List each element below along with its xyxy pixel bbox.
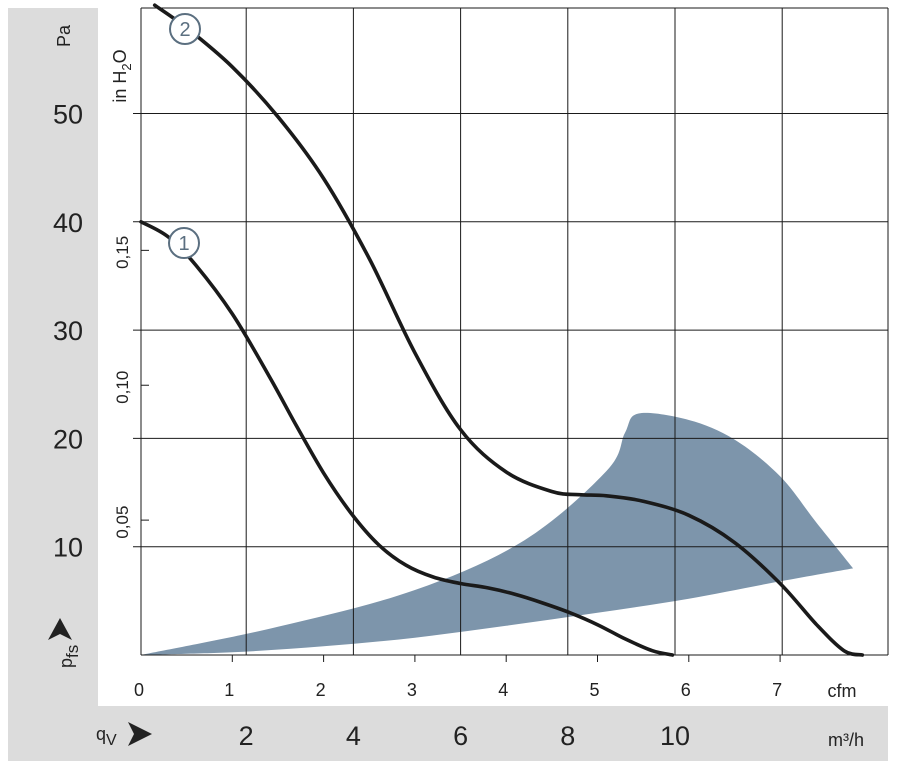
qv-arrow-icon <box>128 722 152 746</box>
curve-1-label: 1 <box>168 227 200 259</box>
inh2o-unit-tail: O <box>110 49 130 63</box>
inh2o-tick-label: 0,10 <box>113 371 132 404</box>
curve-1 <box>139 220 675 657</box>
curve-2 <box>152 3 865 657</box>
curve-1-label-text: 1 <box>178 233 189 255</box>
cfm-tick-label: 6 <box>681 680 691 700</box>
m3h-tick-label: 8 <box>560 721 575 751</box>
inh2o-unit-sub: 2 <box>119 63 134 70</box>
inh2o-tick-label: 0,05 <box>113 506 132 539</box>
curve-2-label-text: 2 <box>179 19 190 41</box>
svg-text:pfs: pfs <box>56 645 82 668</box>
pa-unit-label: Pa <box>54 24 74 47</box>
pa-tick-label: 40 <box>53 208 83 238</box>
m3h-tick-label: 6 <box>453 721 468 751</box>
pfs-arrow-icon <box>48 618 72 640</box>
inh2o-unit-label: in H2O <box>110 49 134 102</box>
inh2o-unit-main: in H <box>110 71 130 103</box>
inh2o-tick-labels: 0,05 0,10 0,15 <box>113 236 132 539</box>
pa-tick-labels: 10 20 30 40 50 <box>53 100 83 563</box>
svg-text:qV: qV <box>96 724 117 749</box>
cfm-tick-label: 0 <box>134 680 144 700</box>
operating-area <box>141 412 854 655</box>
bottom-axis-panel <box>8 706 888 761</box>
m3h-tick-labels: 2 4 6 8 10 <box>239 721 690 751</box>
qv-symbol: q <box>96 724 106 744</box>
cfm-tick-label: 1 <box>224 680 234 700</box>
cfm-tick-label: 5 <box>589 680 599 700</box>
pa-tick-label: 20 <box>53 424 83 454</box>
pa-tick-label: 10 <box>53 533 83 563</box>
m3h-tick-label: 10 <box>660 721 690 751</box>
grid <box>133 7 889 662</box>
left-axis-panel <box>8 8 98 706</box>
qv-axis-label: qV <box>96 724 117 749</box>
pfs-axis-label: pfs <box>56 645 82 668</box>
m3h-tick-label: 2 <box>239 721 254 751</box>
svg-text:in H2O: in H2O <box>110 49 134 102</box>
pa-tick-label: 30 <box>53 316 83 346</box>
cfm-tick-label: 2 <box>316 680 326 700</box>
cfm-tick-labels: 0 1 2 3 4 5 6 7 <box>134 680 782 700</box>
inh2o-tick-label: 0,15 <box>113 236 132 269</box>
cfm-tick-label: 7 <box>772 680 782 700</box>
pfs-symbol: p <box>56 658 76 668</box>
m3h-unit-label: m³/h <box>828 730 864 750</box>
pfs-subscript: fs <box>63 645 82 658</box>
cfm-tick-label: 3 <box>407 680 417 700</box>
cfm-unit-label: cfm <box>828 681 857 701</box>
curve-2-label: 2 <box>169 13 201 45</box>
pa-tick-label: 50 <box>53 100 83 130</box>
m3h-tick-label: 4 <box>346 721 361 751</box>
cfm-tick-label: 4 <box>498 680 508 700</box>
qv-subscript: V <box>106 732 117 749</box>
